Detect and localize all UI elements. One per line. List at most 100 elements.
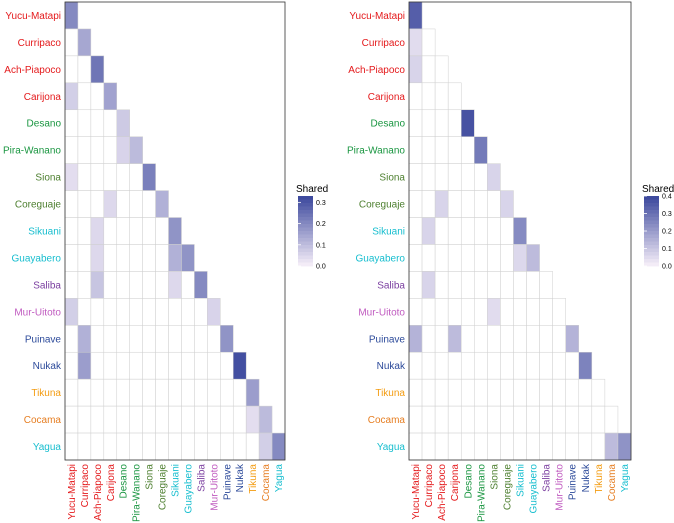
heatmap-cell [487,217,501,245]
heatmap-cell [142,351,156,380]
heatmap-cell [64,190,79,218]
heatmap-cell [116,298,130,326]
heatmap-cell [168,432,182,461]
legend-swatch [298,234,313,239]
heatmap-left: Yucu-MatapiCurripacoAch-PiapocoCarijonaD… [3,1,286,522]
legend-tick-label: 0.4 [662,194,672,201]
heatmap-cell [513,432,527,461]
column-label: Siona [489,464,500,490]
heatmap-cell [142,405,156,434]
heatmap-cell [181,432,195,461]
heatmap-cell [64,378,79,407]
heatmap-cell [77,405,92,434]
legend-swatch [298,259,313,263]
legend-swatch [298,203,313,207]
row-label: Saliba [33,280,61,291]
heatmap-cell [64,325,79,353]
heatmap-cell [207,378,221,407]
heatmap-cell [421,28,436,57]
heatmap-cell [434,405,449,434]
heatmap-cell [103,190,118,218]
row-label: Desano [27,119,62,130]
heatmap-cell [526,271,540,299]
legend-swatch [298,224,313,228]
heatmap-cell [142,432,156,461]
heatmap-cell [77,55,92,84]
heatmap-cell [539,271,553,299]
heatmap-cell [142,190,156,218]
heatmap-cell [434,82,449,111]
legend-title: Shared [296,184,328,195]
heatmap-cell [77,190,92,218]
heatmap-cell [500,271,514,299]
heatmap-cell [539,298,553,326]
heatmap-cell [447,298,462,326]
heatmap-cell [513,244,527,272]
heatmap-cell [194,298,208,326]
heatmap-cell [116,351,130,380]
heatmap-cell [526,378,540,407]
heatmap-cell [487,163,501,191]
heatmap-cell [194,325,208,353]
heatmap-cell [232,405,247,434]
legend-swatch [298,255,313,260]
heatmap-cell [487,378,501,407]
column-label: Sikuani [171,464,182,497]
heatmap-cell [447,163,462,191]
legend-swatch [298,245,313,249]
column-label: Pira-Wanano [476,464,487,522]
legend-swatch [644,203,659,207]
heatmap-cell [232,351,247,380]
heatmap-cell [77,378,92,407]
heatmap-cell [77,271,92,299]
heatmap-cell [155,351,169,380]
heatmap-cell [90,190,105,218]
heatmap-cell [513,298,527,326]
heatmap-cell [129,351,143,380]
heatmap-cell [526,351,540,380]
heatmap-cell [447,190,462,218]
heatmap-cell [421,351,436,380]
heatmap-cell [539,432,553,461]
column-label: Desano [119,464,130,499]
legend-swatch [298,241,313,246]
heatmap-cell [434,244,449,272]
heatmap-cell [487,244,501,272]
heatmap-cell [408,28,423,57]
legend-swatch [298,252,313,256]
heatmap-cell [77,109,92,137]
heatmap-cell [207,432,221,461]
row-label: Curripaco [18,38,62,49]
legend-swatch [644,196,659,200]
heatmap-cell [90,82,105,111]
legend-tick-label: 0.0 [662,264,672,271]
heatmap-cell [421,136,436,164]
heatmap-cell [421,378,436,407]
legend-swatch [644,262,659,267]
row-label: Puinave [25,334,62,345]
column-label: Yagua [274,464,285,493]
heatmap-cell [220,432,234,461]
heatmap-cell [434,325,449,353]
heatmap-cell [500,217,514,245]
heatmap-cell [513,217,527,245]
heatmap-cell [434,109,449,137]
heatmap-cell [258,405,273,434]
heatmap-cell [64,28,79,57]
heatmap-cell [129,405,143,434]
heatmap-cell [578,405,593,434]
heatmap-cell [447,378,462,407]
heatmap-cell [513,378,527,407]
heatmap-cell [487,351,501,380]
heatmap-cell [116,432,130,461]
row-label: Yagua [33,442,62,453]
heatmap-cell [474,351,488,380]
legend-swatch [644,227,659,232]
legend-swatch [298,196,313,200]
heatmap-cell [116,271,130,299]
heatmap-cell [447,271,462,299]
heatmap-cell [474,405,488,434]
heatmap-cell [90,271,105,299]
